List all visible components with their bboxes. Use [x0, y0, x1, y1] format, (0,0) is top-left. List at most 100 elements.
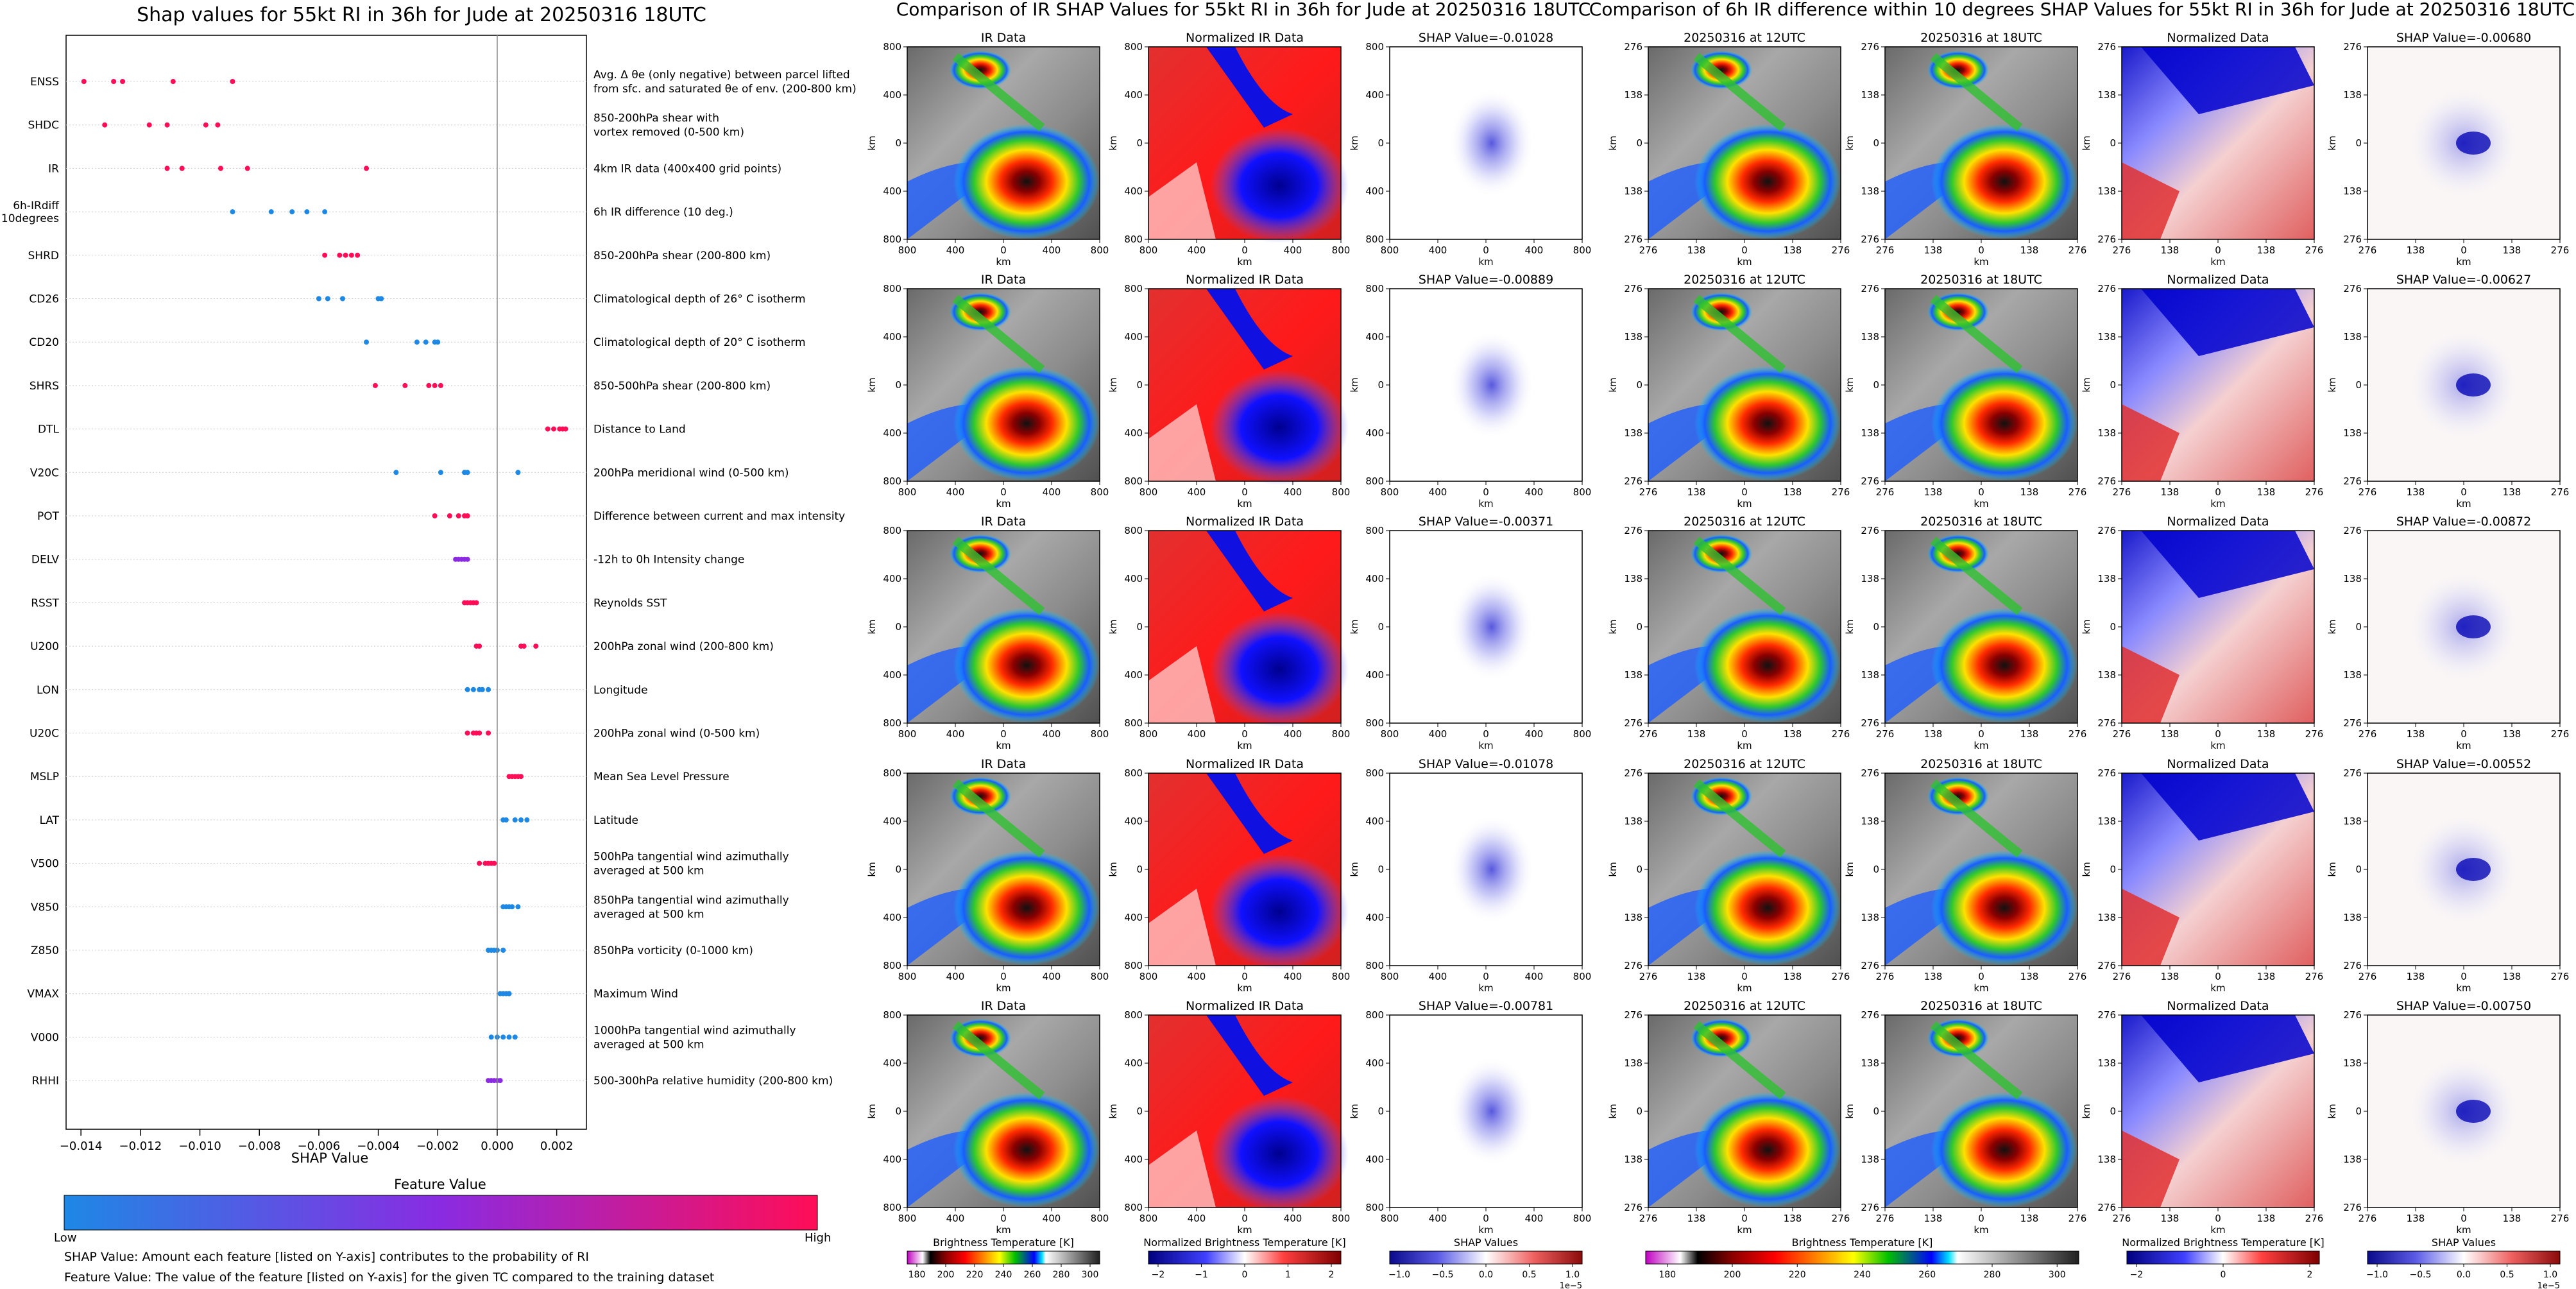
- y-tick-label: 400: [883, 669, 901, 681]
- y-tick-label: 400: [883, 912, 901, 923]
- y-tick-label: 138: [1861, 427, 1879, 439]
- colorbar-label: SHAP Values: [1454, 1236, 1518, 1249]
- panel-title: 20250316 at 12UTC: [1684, 757, 1805, 771]
- y-tick-label: 0: [1873, 1105, 1879, 1117]
- y-axis-label: km: [1349, 1104, 1360, 1118]
- storm-system: [953, 850, 1100, 966]
- panel-title: Normalized IR Data: [1186, 757, 1304, 771]
- colorbar-tick-label: 1.0: [2543, 1270, 2557, 1280]
- colorbar-title: Feature Value: [394, 1177, 486, 1192]
- shap-summary-plot: Shap values for 55kt RI in 36h for Jude …: [1, 4, 857, 1285]
- shap-point: [402, 382, 408, 388]
- x-tick-label: −0.008: [238, 1140, 281, 1153]
- x-axis-label: km: [996, 498, 1011, 509]
- shap-halo: [2406, 812, 2521, 927]
- x-tick-label: 400: [1525, 1213, 1544, 1224]
- shap-point: [488, 1034, 494, 1040]
- y-tick-label: 138: [2343, 89, 2362, 101]
- x-tick-label: 0: [1241, 728, 1248, 740]
- x-axis-label: km: [996, 256, 1011, 268]
- y-tick-label: 138: [2097, 1057, 2116, 1069]
- shap-point: [230, 79, 235, 84]
- colorbar-tick-label: 220: [1789, 1270, 1806, 1280]
- x-axis-label: km: [1737, 498, 1752, 509]
- x-tick-label: 0: [1741, 728, 1748, 740]
- y-tick-label: 276: [1624, 525, 1642, 536]
- colorbar-tick-label: 2: [1329, 1270, 1335, 1280]
- shap-point: [230, 209, 235, 215]
- y-tick-label: 276: [2097, 475, 2116, 487]
- y-tick-label: 276: [2343, 1202, 2362, 1213]
- cloud-streak: [952, 779, 1045, 858]
- x-tick-label: 276: [1639, 244, 1658, 256]
- x-tick-label: 276: [2068, 1213, 2087, 1224]
- x-tick-label: 276: [1876, 486, 1895, 498]
- x-tick-label: 138: [1924, 244, 1943, 256]
- y-tick-label: 138: [1861, 1154, 1879, 1165]
- x-tick-label: 800: [898, 728, 917, 740]
- shap-point: [518, 774, 524, 780]
- x-tick-label: 0: [1000, 728, 1007, 740]
- y-tick-label: 276: [1624, 283, 1642, 295]
- y-tick-label: 138: [2343, 427, 2362, 439]
- y-tick-label: 800: [1365, 960, 1384, 971]
- y-tick-label: 0: [2110, 379, 2116, 391]
- y-tick-label: 800: [1365, 1202, 1384, 1213]
- x-axis-label: km: [2456, 982, 2471, 994]
- x-axis-label: km: [1478, 1224, 1493, 1236]
- shap-point: [521, 644, 527, 649]
- x-axis-label: km: [2210, 498, 2225, 509]
- x-tick-label: 276: [1639, 486, 1658, 498]
- x-tick-label: 800: [1139, 971, 1158, 982]
- cold-cloud-region: [1206, 773, 1293, 854]
- colorbar-tick-label: 180: [1659, 1270, 1676, 1280]
- x-tick-label: 0: [1978, 971, 1984, 982]
- note-shap-value: SHAP Value: Amount each feature [listed …: [64, 1250, 589, 1264]
- y-tick-label: 400: [883, 573, 901, 585]
- x-tick-label: 276: [2305, 728, 2324, 740]
- y-tick-label: 138: [1861, 185, 1879, 197]
- x-axis-label: km: [2456, 256, 2471, 268]
- feature-description: 500hPa tangential wind azimuthally averag…: [593, 851, 789, 878]
- shap-point: [268, 209, 274, 215]
- x-tick-label: 800: [1332, 971, 1351, 982]
- feature-name: V850: [31, 901, 59, 914]
- panel-title: IR Data: [981, 31, 1026, 45]
- x-tick-label: 0.002: [540, 1140, 574, 1153]
- x-tick-label: 276: [1832, 971, 1850, 982]
- feature-name: U20C: [30, 728, 59, 740]
- x-axis-label: km: [1974, 1224, 1988, 1236]
- x-tick-label: 0: [2215, 486, 2221, 498]
- y-tick-label: 138: [1624, 185, 1642, 197]
- colorbar-exponent: 1e−5: [1560, 1281, 1582, 1289]
- shap-point: [322, 252, 328, 258]
- colorbar-label: Normalized Brightness Temperature [K]: [1143, 1236, 1346, 1249]
- panel-title: Normalized IR Data: [1186, 31, 1304, 45]
- y-tick-label: 800: [1124, 1009, 1143, 1021]
- shap-point: [203, 122, 209, 128]
- cloud-streak: [1930, 53, 2023, 132]
- panel-title: 20250316 at 12UTC: [1684, 999, 1805, 1013]
- section-title: Comparison of IR SHAP Values for 55kt RI…: [896, 0, 1591, 20]
- y-tick-label: 400: [1124, 185, 1143, 197]
- shap-point: [456, 513, 461, 518]
- x-tick-label: 800: [1381, 971, 1399, 982]
- y-tick-label: 276: [1624, 767, 1642, 779]
- feature-name: 6h-IRdiff 10degrees: [1, 200, 60, 225]
- x-tick-label: 0: [1241, 244, 1248, 256]
- cloud-streak: [1930, 536, 2023, 615]
- x-tick-label: 138: [2503, 486, 2521, 498]
- y-tick-label: 276: [1624, 41, 1642, 53]
- x-tick-label: 138: [1924, 971, 1943, 982]
- shap-point: [465, 556, 470, 562]
